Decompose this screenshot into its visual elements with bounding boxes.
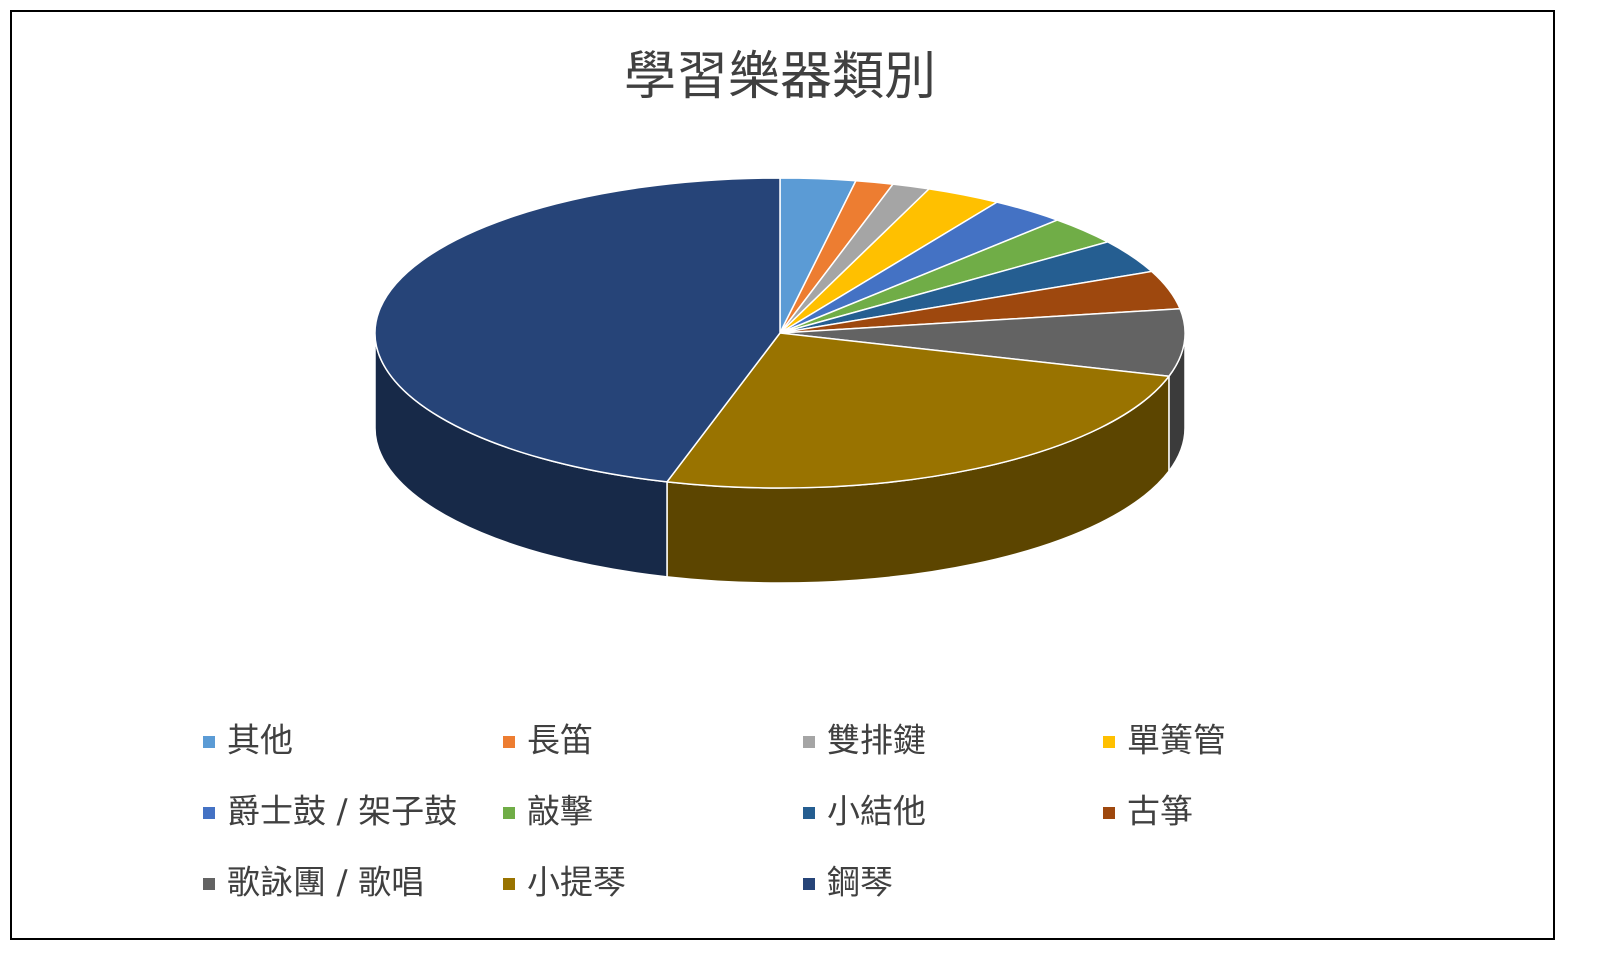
- legend-swatch: [203, 878, 215, 890]
- slice: [779, 307, 1186, 378]
- chart-title: 學習樂器類別: [624, 47, 936, 107]
- legend-label: 小提琴: [527, 863, 626, 902]
- legend-swatch: [803, 807, 815, 819]
- legend-swatch: [503, 736, 515, 748]
- legend-label: 歌詠團 / 歌唱: [227, 863, 424, 902]
- legend-label: 爵士鼓 / 架子鼓: [227, 792, 457, 831]
- legend-label: 長笛: [527, 721, 593, 760]
- legend-label: 古箏: [1127, 792, 1193, 831]
- legend-swatch: [503, 878, 515, 890]
- legend-label: 敲擊: [527, 792, 593, 831]
- legend-label: 其他: [227, 721, 293, 760]
- legend-label: 單簧管: [1127, 721, 1226, 760]
- slice: [665, 332, 1171, 489]
- legend-label: 雙排鍵: [827, 721, 926, 760]
- legend-swatch: [1103, 807, 1115, 819]
- legend-label: 鋼琴: [827, 863, 893, 902]
- legend-swatch: [803, 736, 815, 748]
- slice: [374, 177, 781, 483]
- legend-swatch: [203, 807, 215, 819]
- legend-swatch: [1103, 736, 1115, 748]
- legend-label: 小結他: [827, 792, 926, 831]
- legend-swatch: [803, 878, 815, 890]
- legend-swatch: [503, 807, 515, 819]
- legend-swatch: [203, 736, 215, 748]
